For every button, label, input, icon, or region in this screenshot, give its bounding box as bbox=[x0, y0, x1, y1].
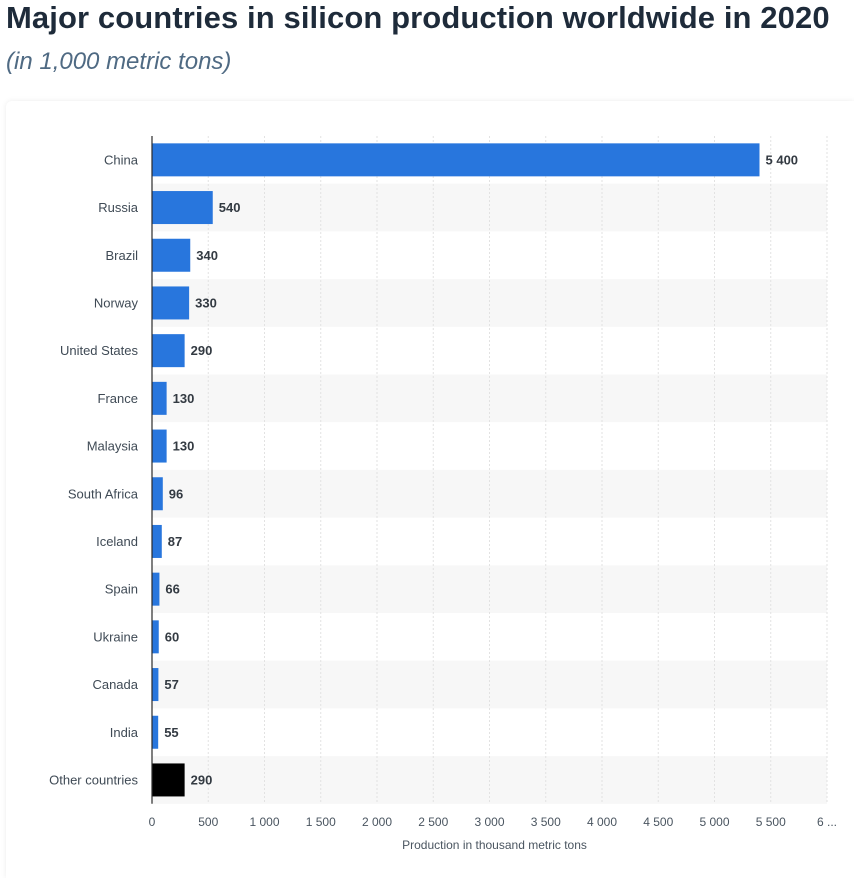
category-label: China bbox=[104, 152, 139, 167]
x-tick-label: 2 000 bbox=[362, 815, 392, 829]
bar-united-states[interactable] bbox=[152, 334, 185, 368]
x-tick-label: 5 000 bbox=[699, 815, 729, 829]
page-title: Major countries in silicon production wo… bbox=[6, 0, 830, 35]
row-band bbox=[152, 183, 827, 232]
value-label: 5 400 bbox=[766, 152, 799, 167]
category-label: Spain bbox=[105, 582, 138, 597]
bar-chart: China Russia Brazil Norway United States Fran… bbox=[49, 136, 837, 852]
category-label: Brazil bbox=[105, 248, 138, 263]
value-label: 130 bbox=[173, 391, 195, 406]
bar-france[interactable] bbox=[152, 381, 167, 415]
category-label: Other countries bbox=[49, 772, 138, 787]
category-label: France bbox=[98, 391, 138, 406]
category-label: South Africa bbox=[68, 486, 139, 501]
x-tick-label: 500 bbox=[198, 815, 218, 829]
x-tick-label: 2 500 bbox=[418, 815, 448, 829]
value-label: 130 bbox=[173, 439, 195, 454]
category-label: India bbox=[110, 725, 139, 740]
bar-norway[interactable] bbox=[152, 286, 190, 320]
x-tick-label: 4 000 bbox=[587, 815, 617, 829]
x-tick-labels: 0 500 1 000 1 500 2 000 2 500 3 000 3 500 4 000 4… bbox=[149, 815, 837, 829]
value-label: 55 bbox=[164, 725, 178, 740]
bar-iceland[interactable] bbox=[152, 524, 162, 558]
bars bbox=[152, 143, 760, 797]
x-tick-label: 1 000 bbox=[249, 815, 279, 829]
x-tick-label: 3 500 bbox=[531, 815, 561, 829]
bar-spain[interactable] bbox=[152, 572, 160, 606]
category-label: Ukraine bbox=[93, 629, 138, 644]
x-tick-label: 1 500 bbox=[306, 815, 336, 829]
value-label: 290 bbox=[191, 772, 213, 787]
category-label: Norway bbox=[94, 295, 139, 310]
bar-brazil[interactable] bbox=[152, 238, 191, 272]
x-tick-label: 0 bbox=[149, 815, 156, 829]
chart-card: China Russia Brazil Norway United States Fran… bbox=[6, 101, 854, 878]
bar-india[interactable] bbox=[152, 715, 159, 749]
value-label: 330 bbox=[195, 295, 217, 310]
value-label: 87 bbox=[168, 534, 182, 549]
category-labels: China Russia Brazil Norway United States Fran… bbox=[49, 152, 139, 787]
value-labels: 5 400 540 340 330 290 130 130 96 87 66 60 57 55 290 bbox=[164, 152, 798, 787]
row-band bbox=[152, 279, 827, 327]
value-label: 540 bbox=[219, 200, 241, 215]
category-label: United States bbox=[60, 343, 139, 358]
x-tick-label: 5 500 bbox=[756, 815, 786, 829]
category-label: Canada bbox=[92, 677, 138, 692]
gridlines bbox=[207, 136, 828, 804]
x-axis-title: Production in thousand metric tons bbox=[402, 838, 587, 852]
bar-south-africa[interactable] bbox=[152, 477, 163, 511]
bar-china[interactable] bbox=[152, 143, 760, 177]
category-label: Russia bbox=[98, 200, 139, 215]
category-label: Malaysia bbox=[87, 439, 139, 454]
value-label: 57 bbox=[164, 677, 178, 692]
x-tick-label: 3 000 bbox=[474, 815, 504, 829]
bar-other-countries[interactable] bbox=[152, 763, 185, 797]
bar-canada[interactable] bbox=[152, 668, 159, 702]
category-label: Iceland bbox=[96, 534, 138, 549]
bar-malaysia[interactable] bbox=[152, 429, 167, 463]
value-label: 340 bbox=[196, 248, 218, 263]
value-label: 96 bbox=[169, 486, 183, 501]
value-label: 290 bbox=[191, 343, 213, 358]
bar-ukraine[interactable] bbox=[152, 620, 159, 654]
value-label: 66 bbox=[165, 582, 179, 597]
x-tick-label: 6 ... bbox=[817, 815, 837, 829]
bar-russia[interactable] bbox=[152, 191, 213, 225]
value-label: 60 bbox=[165, 629, 179, 644]
x-tick-label: 4 500 bbox=[643, 815, 673, 829]
page-subtitle: (in 1,000 metric tons) bbox=[6, 48, 232, 75]
row-band bbox=[152, 374, 827, 423]
